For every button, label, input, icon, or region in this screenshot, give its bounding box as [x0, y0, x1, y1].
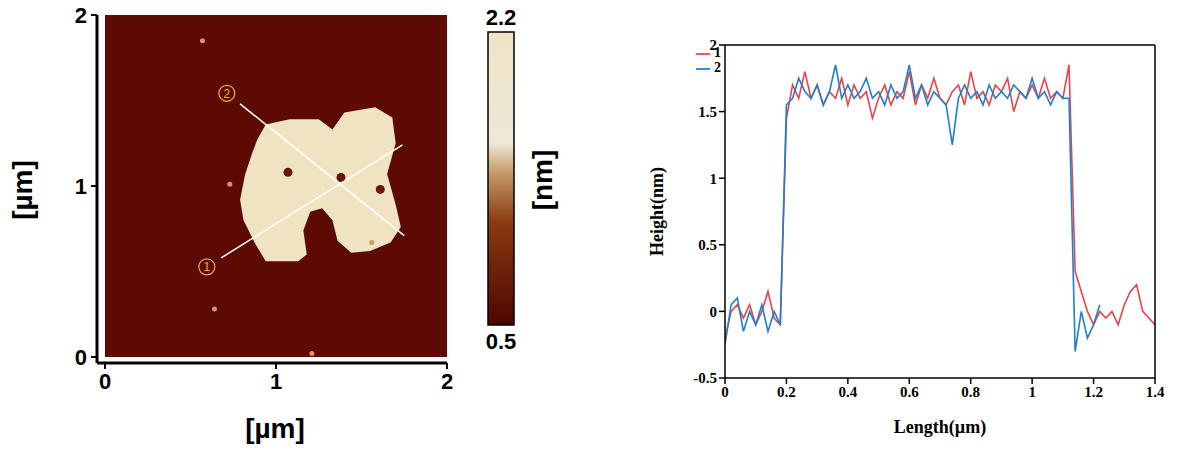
svg-text:2: 2 — [441, 369, 453, 394]
svg-text:1.2: 1.2 — [1084, 384, 1103, 400]
svg-text:2: 2 — [223, 87, 230, 101]
svg-text:[µm]: [µm] — [7, 160, 38, 220]
svg-text:2: 2 — [75, 3, 87, 28]
svg-text:0: 0 — [710, 304, 718, 320]
svg-text:0: 0 — [99, 369, 111, 394]
svg-text:2.2: 2.2 — [486, 5, 517, 30]
svg-text:[µm]: [µm] — [245, 413, 305, 444]
svg-text:0.4: 0.4 — [838, 384, 857, 400]
svg-text:1.5: 1.5 — [698, 104, 717, 120]
svg-text:Height(nm): Height(nm) — [647, 167, 668, 256]
svg-text:1: 1 — [75, 174, 87, 199]
svg-text:1: 1 — [270, 369, 282, 394]
svg-text:1: 1 — [710, 171, 718, 187]
svg-text:2: 2 — [710, 37, 718, 53]
svg-text:1: 1 — [204, 260, 211, 274]
svg-text:Length(µm): Length(µm) — [894, 417, 986, 438]
svg-text:0: 0 — [75, 345, 87, 370]
svg-text:0.2: 0.2 — [777, 384, 796, 400]
svg-text:0.5: 0.5 — [698, 237, 717, 253]
svg-text:1.4: 1.4 — [1146, 384, 1165, 400]
svg-text:0.5: 0.5 — [486, 329, 517, 354]
svg-text:[nm]: [nm] — [527, 150, 558, 211]
svg-text:0.8: 0.8 — [961, 384, 980, 400]
svg-text:0: 0 — [721, 384, 729, 400]
svg-text:-0.5: -0.5 — [693, 370, 717, 386]
svg-text:1: 1 — [1028, 384, 1036, 400]
svg-text:0.6: 0.6 — [900, 384, 919, 400]
